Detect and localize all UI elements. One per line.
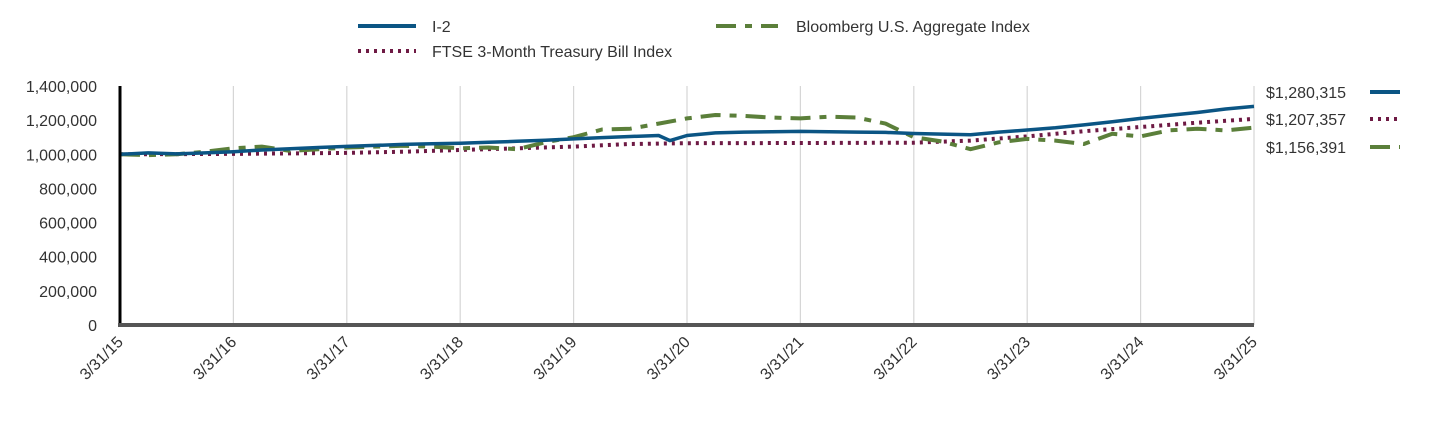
end-labels: $1,280,315 $1,207,357 $1,156,391 (1266, 85, 1400, 157)
x-tick-label: 3/31/21 (757, 334, 807, 384)
y-tick-label: 0 (88, 318, 97, 335)
y-tick-label: 1,000,000 (26, 147, 97, 164)
end-value-label: $1,280,315 (1266, 85, 1346, 102)
y-tick-label: 1,200,000 (26, 113, 97, 130)
legend-label-i2: I-2 (432, 19, 451, 36)
end-value-label: $1,207,357 (1266, 112, 1346, 129)
y-tick-label: 200,000 (39, 284, 97, 301)
series-line-0 (119, 104, 1255, 157)
x-tick-label: 3/31/22 (871, 334, 921, 384)
x-tick-label: 3/31/24 (1098, 334, 1148, 384)
series-line-2 (119, 116, 1255, 157)
series-line-1 (119, 113, 1255, 158)
legend-entry-ftse: FTSE 3-Month Treasury Bill Index (358, 44, 672, 61)
legend: I-2 Bloomberg U.S. Aggregate Index FTSE … (358, 19, 1030, 61)
x-tick-label: 3/31/25 (1211, 334, 1261, 384)
y-tick-label: 600,000 (39, 216, 97, 233)
legend-entry-bloomberg: Bloomberg U.S. Aggregate Index (716, 19, 1030, 36)
x-tick-label: 3/31/19 (531, 334, 581, 384)
x-tick-label: 3/31/16 (190, 334, 240, 384)
grid (232, 86, 1255, 325)
y-tick-label: 400,000 (39, 250, 97, 267)
y-tick-label: 800,000 (39, 181, 97, 198)
end-value-label: $1,156,391 (1266, 140, 1346, 157)
x-tick-label: 3/31/23 (984, 334, 1034, 384)
y-tick-label: 1,400,000 (26, 79, 97, 96)
x-axis: 3/31/15 3/31/16 3/31/17 3/31/18 3/31/19 3/31/… (77, 334, 1261, 384)
series-lines (119, 104, 1255, 158)
x-tick-label: 3/31/20 (644, 334, 694, 384)
x-tick-label: 3/31/18 (417, 334, 467, 384)
y-axis: 1,400,000 1,200,000 1,000,000 800,000 600,00… (26, 79, 97, 335)
legend-label-bloomberg: Bloomberg U.S. Aggregate Index (796, 19, 1030, 36)
legend-entry-i2: I-2 (358, 19, 451, 36)
legend-label-ftse: FTSE 3-Month Treasury Bill Index (432, 44, 672, 61)
x-tick-label: 3/31/15 (77, 334, 127, 384)
x-tick-label: 3/31/17 (304, 334, 354, 384)
